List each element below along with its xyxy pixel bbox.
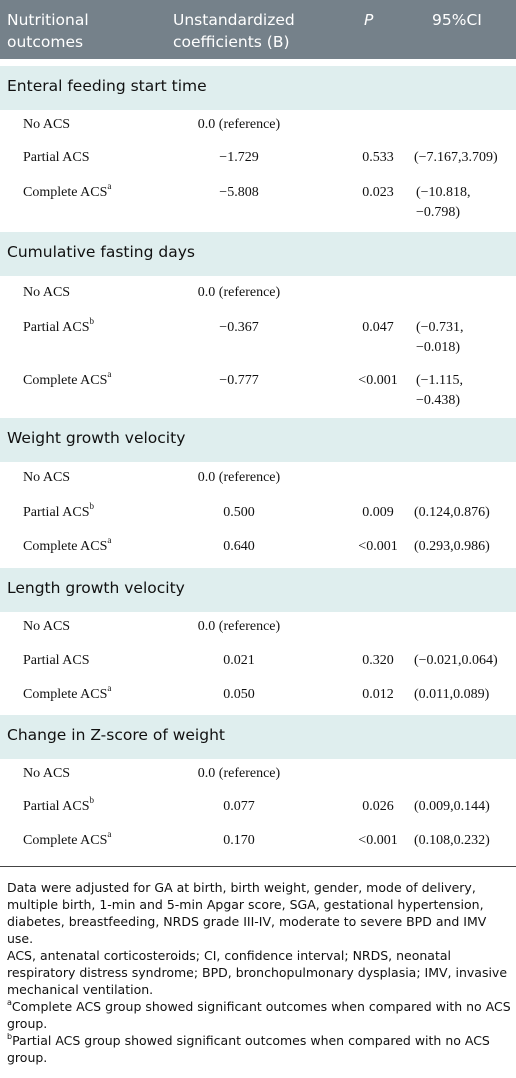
- cell-coefficient: 0.0 (reference): [197, 766, 281, 781]
- cell-ci: (−10.818, −0.798): [416, 185, 471, 220]
- footnote-marker: a: [107, 829, 112, 840]
- cell-group: Complete ACSa: [23, 829, 112, 851]
- footnote-marker: a: [107, 535, 112, 546]
- cell-group: No ACS: [23, 764, 70, 784]
- cell-coefficient: 0.077: [223, 799, 255, 814]
- footnote-a: aComplete ACS group showed significant o…: [7, 998, 515, 1032]
- footnote-b-mark: b: [7, 1031, 13, 1041]
- cell-coefficient: 0.0 (reference): [197, 619, 281, 634]
- footnote-marker: b: [89, 501, 95, 512]
- section-title: Enteral feeding start time: [7, 77, 207, 95]
- cell-p-value: 0.012: [362, 687, 394, 702]
- cell-ci: (0.009,0.144): [414, 799, 490, 814]
- table-header: Nutritional outcomes Unstandardized coef…: [0, 0, 516, 59]
- table-footnotes: Data were adjusted for GA at birth, birt…: [7, 879, 515, 1066]
- group-label: Partial ACS: [23, 320, 90, 335]
- cell-p-value: 0.320: [362, 653, 394, 668]
- footnote-a-mark: a: [7, 997, 12, 1007]
- group-label: Complete ACS: [23, 373, 108, 388]
- cell-coefficient: −0.367: [219, 320, 259, 335]
- cell-coefficient: 0.021: [223, 653, 255, 668]
- cell-coefficient: 0.170: [223, 833, 255, 848]
- footnote-b-text: Partial ACS group showed significant out…: [7, 1033, 490, 1065]
- header-p: P: [364, 11, 374, 29]
- cell-ci: (−0.731, −0.018): [416, 320, 464, 355]
- cell-p-value: <0.001: [358, 833, 398, 848]
- cell-p-value: 0.047: [362, 320, 394, 335]
- cell-ci: (0.011,0.089): [414, 687, 490, 702]
- group-label: Complete ACS: [23, 687, 108, 702]
- footnote-marker: a: [107, 683, 112, 694]
- cell-group: No ACS: [23, 468, 70, 488]
- footnote-marker: b: [89, 316, 95, 327]
- group-label: Complete ACS: [23, 833, 108, 848]
- section-header: Change in Z-score of weight: [0, 715, 516, 759]
- cell-coefficient: 0.050: [223, 687, 255, 702]
- cell-group: Partial ACSb: [23, 316, 95, 338]
- section-header: Cumulative fasting days: [0, 232, 516, 276]
- group-label: No ACS: [23, 470, 71, 485]
- cell-ci: (−1.115, −0.438): [416, 373, 464, 408]
- footnote-abbreviations: ACS, antenatal corticosteroids; CI, conf…: [7, 948, 508, 997]
- cell-ci: (0.108,0.232): [414, 833, 490, 848]
- group-label: Partial ACS: [23, 150, 90, 165]
- group-label: Complete ACS: [23, 539, 108, 554]
- cell-p-value: <0.001: [358, 539, 398, 554]
- header-ci: 95%CI: [432, 11, 482, 29]
- cell-group: Complete ACSa: [23, 369, 112, 391]
- header-outcome: Nutritional outcomes: [7, 11, 89, 51]
- cell-group: No ACS: [23, 617, 70, 637]
- group-label: No ACS: [23, 619, 71, 634]
- section-title: Change in Z-score of weight: [7, 726, 225, 744]
- cell-group: Complete ACSa: [23, 535, 112, 557]
- cell-coefficient: 0.0 (reference): [197, 117, 281, 132]
- cell-coefficient: 0.0 (reference): [197, 470, 281, 485]
- footnote-adjustment: Data were adjusted for GA at birth, birt…: [7, 880, 487, 946]
- group-label: No ACS: [23, 766, 71, 781]
- cell-ci: (−0.021,0.064): [414, 653, 498, 668]
- section-header: Enteral feeding start time: [0, 66, 516, 110]
- group-label: No ACS: [23, 117, 71, 132]
- cell-group: Partial ACSb: [23, 795, 95, 817]
- footer-divider: [0, 866, 516, 867]
- cell-group: Partial ACSb: [23, 501, 95, 523]
- cell-group: No ACS: [23, 115, 70, 135]
- cell-group: No ACS: [23, 283, 70, 303]
- section-title: Weight growth velocity: [7, 429, 186, 447]
- footnote-a-text: Complete ACS group showed significant ou…: [7, 999, 511, 1031]
- footnote-marker: a: [107, 369, 112, 380]
- cell-p-value: 0.026: [362, 799, 394, 814]
- cell-ci: (0.293,0.986): [414, 539, 490, 554]
- cell-ci: (0.124,0.876): [414, 505, 490, 520]
- footnote-marker: a: [107, 181, 112, 192]
- cell-coefficient: 0.0 (reference): [197, 285, 281, 300]
- group-label: Complete ACS: [23, 185, 108, 200]
- cell-coefficient: −5.808: [219, 185, 259, 200]
- cell-p-value: 0.009: [362, 505, 394, 520]
- group-label: Partial ACS: [23, 653, 90, 668]
- section-header: Length growth velocity: [0, 568, 516, 612]
- footnote-marker: b: [89, 795, 95, 806]
- cell-coefficient: 0.640: [223, 539, 255, 554]
- group-label: Partial ACS: [23, 799, 90, 814]
- cell-p-value: 0.023: [362, 185, 394, 200]
- section-header: Weight growth velocity: [0, 418, 516, 462]
- header-coefficients: Unstandardized coefficients (B): [173, 11, 295, 51]
- cell-coefficient: −1.729: [219, 150, 259, 165]
- group-label: No ACS: [23, 285, 71, 300]
- cell-group: Partial ACS: [23, 651, 90, 671]
- group-label: Partial ACS: [23, 505, 90, 520]
- cell-ci: (−7.167,3.709): [414, 150, 498, 165]
- cell-group: Complete ACSa: [23, 683, 112, 705]
- cell-p-value: <0.001: [358, 373, 398, 388]
- section-title: Length growth velocity: [7, 579, 185, 597]
- footnote-b: bPartial ACS group showed significant ou…: [7, 1032, 515, 1066]
- cell-group: Complete ACSa: [23, 181, 112, 203]
- cell-coefficient: −0.777: [219, 373, 259, 388]
- cell-p-value: 0.533: [362, 150, 394, 165]
- cell-group: Partial ACS: [23, 148, 90, 168]
- cell-coefficient: 0.500: [223, 505, 255, 520]
- section-title: Cumulative fasting days: [7, 243, 195, 261]
